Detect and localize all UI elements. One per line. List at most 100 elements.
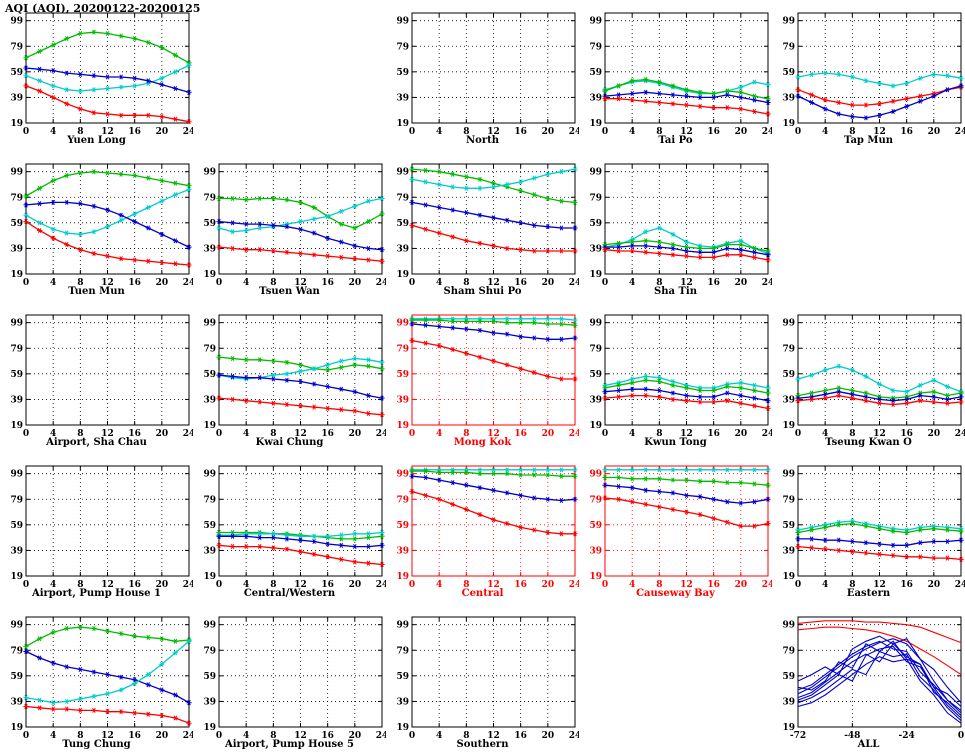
x-tick-label: 8 <box>270 429 276 439</box>
y-tick-label: 19 <box>203 270 216 280</box>
x-tick-label: 8 <box>656 127 662 137</box>
series-markers-cyan <box>409 166 578 191</box>
y-tick-label: 59 <box>203 672 216 682</box>
x-tick-label: 0 <box>216 731 222 741</box>
chart-title: Tap Mun <box>843 135 894 146</box>
chart-plot-central-western: 19 39 59 79 99 0 4 8 12 16 20 24 <box>203 465 386 590</box>
x-tick-label: 12 <box>101 127 114 137</box>
y-tick-label: 19 <box>203 723 216 733</box>
series-markers-green <box>602 474 771 488</box>
y-tick-label: 99 <box>10 319 23 329</box>
y-tick-label: 39 <box>589 244 602 254</box>
x-tick-label: 8 <box>77 580 83 590</box>
chart-plot-kwun-tong: 19 39 59 79 99 0 4 8 12 16 20 24 <box>589 314 772 439</box>
x-tick-label: 0 <box>409 127 415 137</box>
y-tick-label: 99 <box>10 17 23 27</box>
x-tick-label: 20 <box>542 278 555 288</box>
x-tick-label: 12 <box>294 731 307 741</box>
x-tick-label: 20 <box>156 127 169 137</box>
chart-cell-tai-po: 19 39 59 79 99 0 4 8 12 16 20 24 Tai Po <box>579 0 772 151</box>
x-tick-label: 4 <box>50 429 56 439</box>
series-markers-red <box>216 244 385 264</box>
x-tick-label: 8 <box>463 278 469 288</box>
chart-title: Kwai Chung <box>255 437 324 448</box>
chart-plot-eastern: 19 39 59 79 99 0 4 8 12 16 20 24 <box>782 465 965 590</box>
series-line-red <box>605 98 769 115</box>
chart-plot-causeway-bay: 19 39 59 79 99 0 4 8 12 16 20 24 <box>589 465 772 590</box>
x-tick-label: 8 <box>463 429 469 439</box>
x-tick-label: 8 <box>849 429 855 439</box>
series-markers-blue <box>409 473 578 504</box>
series-line-blue <box>218 220 383 251</box>
y-tick-label: 99 <box>396 17 409 27</box>
y-tick-label: 79 <box>396 495 409 505</box>
series-line-red <box>25 85 190 123</box>
chart-cell-tap-mun: 19 39 59 79 99 0 4 8 12 16 20 24 Tap Mun <box>772 0 965 151</box>
x-tick-label: 24 <box>762 429 772 439</box>
series-markers-red <box>602 96 771 117</box>
x-tick-label: 24 <box>183 731 193 741</box>
chart-cell-blank-2 <box>772 151 965 302</box>
y-tick-label: 19 <box>10 723 23 733</box>
x-tick-label: 24 <box>762 127 772 137</box>
x-tick-label: 12 <box>294 580 307 590</box>
series-line-blue-1 <box>797 638 962 714</box>
x-tick-label: 12 <box>873 127 886 137</box>
y-tick-label: 79 <box>589 344 602 354</box>
x-tick-label: 12 <box>873 429 886 439</box>
x-tick-label: 20 <box>542 580 555 590</box>
x-tick-label: 0 <box>216 580 222 590</box>
y-tick-label: 99 <box>589 17 602 27</box>
chart-cell-blank-3 <box>579 604 772 755</box>
chart-plot-tap-mun: 19 39 59 79 99 0 4 8 12 16 20 24 <box>782 12 965 137</box>
x-tick-label: 16 <box>707 127 720 137</box>
y-tick-label: 39 <box>10 546 23 556</box>
x-tick-label: 0 <box>23 278 29 288</box>
chart-plot-tung-chung: 19 39 59 79 99 0 4 8 12 16 20 24 <box>10 616 193 741</box>
y-tick-label: 99 <box>782 470 795 480</box>
chart-title: Causeway Bay <box>636 588 715 599</box>
chart-cell-blank-1 <box>193 0 386 151</box>
y-tick-label: 99 <box>589 319 602 329</box>
y-tick-label: 59 <box>589 521 602 531</box>
y-tick-label: 19 <box>10 119 23 129</box>
y-tick-label: 19 <box>396 723 409 733</box>
chart-plot-airport-sha-chau: 19 39 59 79 99 0 4 8 12 16 20 24 <box>10 314 193 439</box>
y-tick-label: 19 <box>10 270 23 280</box>
y-tick-label: 39 <box>782 93 795 103</box>
y-tick-label: 59 <box>589 370 602 380</box>
chart-title: Sha Tin <box>654 286 697 297</box>
series-markers-cyan <box>23 62 192 94</box>
y-tick-label: 99 <box>589 470 602 480</box>
chart-cell-kwun-tong: 19 39 59 79 99 0 4 8 12 16 20 24 Kwun Tong <box>579 302 772 453</box>
y-tick-label: 59 <box>10 68 23 78</box>
series-line-blue-8 <box>797 640 962 711</box>
y-tick-label: 99 <box>203 319 216 329</box>
y-tick-label: 79 <box>396 193 409 203</box>
y-tick-label: 79 <box>589 495 602 505</box>
y-tick-label: 59 <box>203 370 216 380</box>
series-markers-green <box>216 196 385 231</box>
y-tick-label: 99 <box>589 168 602 178</box>
y-tick-label: 79 <box>396 646 409 656</box>
x-tick-label: 16 <box>321 731 334 741</box>
chart-cell-yuen-long: 19 39 59 79 99 0 4 8 12 16 20 24 Yuen Long <box>0 0 193 151</box>
y-tick-label: 39 <box>10 93 23 103</box>
y-tick-label: 19 <box>589 119 602 129</box>
series-line-red <box>604 394 769 410</box>
series-line-blue <box>219 535 383 548</box>
series-markers-red <box>23 704 192 726</box>
y-tick-label: 19 <box>396 421 409 431</box>
y-tick-label: 79 <box>10 646 23 656</box>
y-tick-label: 39 <box>589 93 602 103</box>
x-tick-label: 8 <box>270 278 276 288</box>
x-tick-label: 24 <box>569 127 579 137</box>
chart-plot-tsuen-wan: 19 39 59 79 99 0 4 8 12 16 20 24 <box>203 163 386 288</box>
chart-title: Airport, Pump House 1 <box>31 588 161 599</box>
x-tick-label: 16 <box>128 127 141 137</box>
x-tick-label: 20 <box>349 429 362 439</box>
y-tick-label: 79 <box>782 646 795 656</box>
x-tick-label: 20 <box>928 429 941 439</box>
